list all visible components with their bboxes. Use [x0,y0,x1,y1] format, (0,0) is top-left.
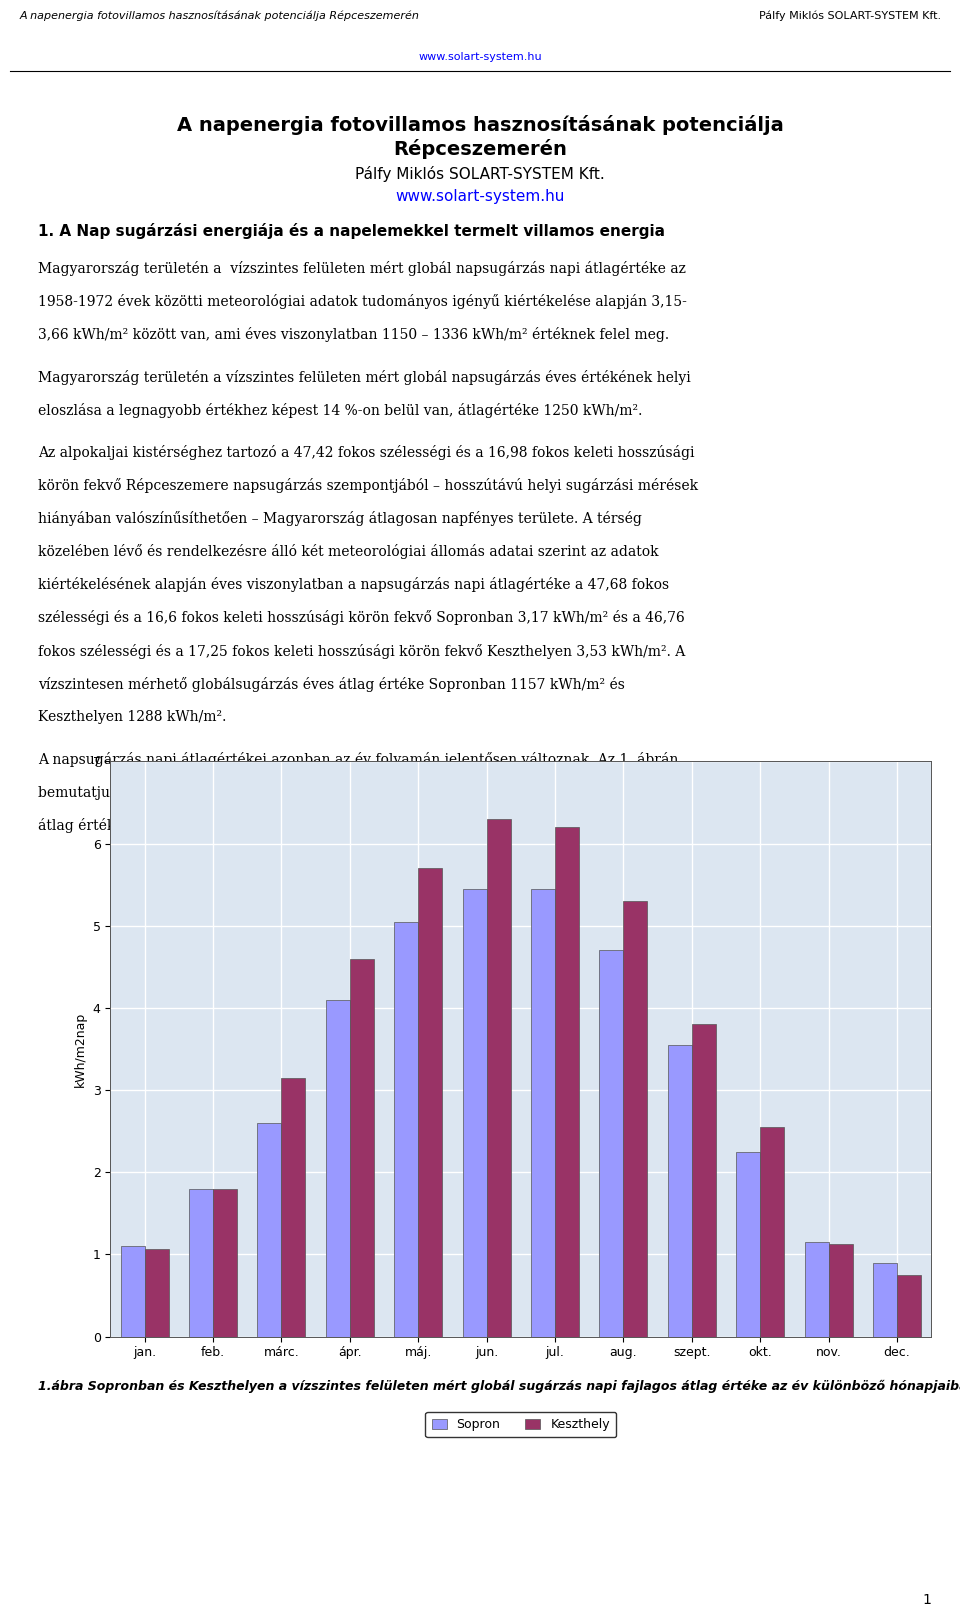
Bar [395,922,419,1336]
Bar [531,889,555,1336]
Text: A napenergia fotovillamos hasznosításának potenciálja Répceszemerén: A napenergia fotovillamos hasznosításána… [19,11,420,21]
Legend: Sopron, Keszthely: Sopron, Keszthely [425,1411,616,1437]
Bar [668,1045,692,1336]
Text: eloszlása a legnagyobb értékhez képest 14 %-on belül van, átlagértéke 1250 kWh/m: eloszlása a legnagyobb értékhez képest 1… [38,403,643,418]
Bar [189,1189,213,1336]
Bar [760,1128,784,1336]
Text: kiértékelésének alapján éves viszonylatban a napsugárzás napi átlagértéke a 47,6: kiértékelésének alapján éves viszonylatb… [38,577,669,593]
Bar [623,901,647,1336]
Text: Pálfy Miklós SOLART-SYSTEM Kft.: Pálfy Miklós SOLART-SYSTEM Kft. [758,11,941,21]
Text: vízszintesen mérhető globálsugárzás éves átlag értéke Sopronban 1157 kWh/m² és: vízszintesen mérhető globálsugárzás éves… [38,677,625,692]
Text: A napsugárzás napi átlagértékei azonban az év folyamán jelentősen változnak. Az : A napsugárzás napi átlagértékei azonban … [38,752,679,766]
Text: www.solart-system.hu: www.solart-system.hu [396,190,564,204]
Bar [828,1244,852,1336]
Text: Magyarország területén a  vízszintes felületen mért globál napsugárzás napi átla: Magyarország területén a vízszintes felü… [38,261,686,275]
Bar [736,1152,760,1336]
Bar [419,868,443,1336]
Text: 1.ábra Sopronban és Keszthelyen a vízszintes felületen mért globál sugárzás napi: 1.ábra Sopronban és Keszthelyen a vízszi… [38,1380,960,1393]
Bar [555,828,579,1336]
Y-axis label: kWh/m2nap: kWh/m2nap [74,1011,87,1087]
Text: Pálfy Miklós SOLART-SYSTEM Kft.: Pálfy Miklós SOLART-SYSTEM Kft. [355,165,605,181]
Text: hiányában valószínűsíthetően – Magyarország átlagosan napfényes területe. A térs: hiányában valószínűsíthetően – Magyarors… [38,512,642,526]
Text: fokos szélességi és a 17,25 fokos keleti hosszúsági körön fekvő Keszthelyen 3,53: fokos szélességi és a 17,25 fokos keleti… [38,643,685,658]
Text: Répceszemerén: Répceszemerén [393,139,567,159]
Text: Keszthelyen 1288 kWh/m².: Keszthelyen 1288 kWh/m². [38,710,227,724]
Bar [213,1189,237,1336]
Bar [349,959,373,1336]
Text: A napenergia fotovillamos hasznosításának potenciálja: A napenergia fotovillamos hasznosításána… [177,115,783,134]
Bar [325,1000,349,1336]
Text: átlag értékét az év különböző hónapjaira.: átlag értékét az év különböző hónapjaira… [38,818,331,833]
Bar [257,1123,281,1336]
Text: www.solart-system.hu: www.solart-system.hu [419,52,541,62]
Bar [145,1249,169,1336]
Bar [121,1246,145,1336]
Text: 3,66 kWh/m² között van, ami éves viszonylatban 1150 – 1336 kWh/m² értéknek felel: 3,66 kWh/m² között van, ami éves viszony… [38,327,669,342]
Text: bemutatjuk a két jellemző helyszínen a vízszintes felületen mért globál sugárzás: bemutatjuk a két jellemző helyszínen a v… [38,786,701,800]
Bar [692,1024,716,1336]
Bar [463,889,487,1336]
Text: szélességi és a 16,6 fokos keleti hosszúsági körön fekvő Sopronban 3,17 kWh/m² é: szélességi és a 16,6 fokos keleti hosszú… [38,611,685,625]
Bar [281,1077,305,1336]
Bar [804,1243,828,1336]
Bar [897,1275,921,1336]
Text: 1: 1 [923,1592,931,1607]
Bar [599,951,623,1336]
Text: körön fekvő Répceszemere napsugárzás szempontjából – hosszútávú helyi sugárzási : körön fekvő Répceszemere napsugárzás sze… [38,478,699,492]
Text: Az alpokaljai kistérséghez tartozó a 47,42 fokos szélességi és a 16,98 fokos kel: Az alpokaljai kistérséghez tartozó a 47,… [38,446,695,460]
Bar [873,1262,897,1336]
Text: közelében lévő és rendelkezésre álló két meteorológiai állomás adatai szerint az: közelében lévő és rendelkezésre álló két… [38,544,659,559]
Bar [487,820,511,1336]
Text: 1958-1972 évek közötti meteorológiai adatok tudományos igényű kiértékelése alapj: 1958-1972 évek közötti meteorológiai ada… [38,295,687,309]
Text: 1. A Nap sugárzási energiája és a napelemekkel termelt villamos energia: 1. A Nap sugárzási energiája és a napele… [38,222,665,238]
Text: Magyarország területén a vízszintes felületen mért globál napsugárzás éves érték: Magyarország területén a vízszintes felü… [38,369,691,384]
